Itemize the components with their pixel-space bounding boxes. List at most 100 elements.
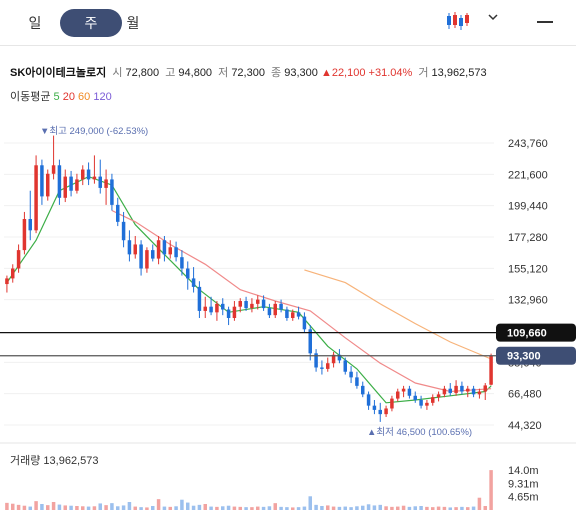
- volume-bar: [168, 506, 172, 510]
- candle-body: [81, 169, 85, 180]
- candle: [401, 385, 406, 398]
- candle-body: [116, 204, 120, 222]
- y-tick-label: 221,600: [508, 169, 548, 181]
- moving-average-legend[interactable]: 이동평균 5 20 60 120: [10, 88, 112, 104]
- volume-bar: [16, 504, 21, 510]
- volume-bar: [320, 506, 324, 510]
- candle: [92, 155, 97, 184]
- candle-body: [86, 169, 91, 180]
- volume-bar: [156, 499, 161, 510]
- candle-body: [442, 388, 447, 395]
- candle-body: [250, 303, 254, 309]
- candle: [151, 244, 155, 262]
- candle-body: [156, 240, 161, 259]
- volume-title: 거래량 13,962,573: [10, 455, 99, 467]
- candle-body: [349, 371, 353, 378]
- candle-body: [471, 388, 476, 395]
- candle: [390, 395, 394, 412]
- ma-legend-label: 이동평균: [10, 91, 51, 103]
- candle-body: [343, 360, 347, 372]
- volume-bar: [250, 507, 254, 510]
- candle-body: [174, 247, 178, 258]
- volume-bar: [203, 504, 207, 510]
- candle-body: [98, 176, 102, 188]
- volume-bar: [209, 506, 213, 510]
- volume-bar: [104, 505, 108, 510]
- candle-body: [197, 286, 202, 311]
- candle-body: [431, 397, 435, 403]
- volume-tick-label: 4.65m: [508, 492, 539, 504]
- candle: [180, 250, 184, 276]
- candle: [314, 349, 318, 372]
- volume-bar: [221, 506, 225, 510]
- volume-tick-label: 9.31m: [508, 478, 539, 490]
- candle-body: [168, 247, 172, 255]
- candle: [121, 211, 126, 248]
- candle-body: [139, 244, 143, 269]
- y-tick-label: 66,480: [508, 389, 542, 401]
- candle-body: [75, 179, 79, 191]
- candle-body: [285, 309, 289, 318]
- tab-weekly[interactable]: 주: [60, 9, 122, 37]
- volume-bar: [133, 506, 137, 510]
- candle-body: [51, 165, 56, 174]
- volume-bar: [436, 506, 441, 510]
- tab-daily[interactable]: 일: [28, 15, 42, 31]
- candle-body: [466, 388, 470, 392]
- candle: [466, 385, 470, 398]
- candle: [81, 165, 85, 186]
- volume-bar: [331, 506, 336, 510]
- close-label: 종: [271, 67, 282, 79]
- candle: [162, 235, 167, 262]
- volume-bar: [22, 505, 27, 510]
- candle: [431, 394, 435, 406]
- candle-body: [5, 278, 9, 285]
- candle-body: [302, 316, 307, 330]
- volume-bar: [63, 505, 67, 510]
- volume-bar: [46, 505, 50, 510]
- volume-value: 13,962,573: [431, 67, 487, 79]
- volume-bar: [471, 506, 476, 510]
- candle: [361, 381, 365, 398]
- candle: [320, 360, 324, 375]
- volume-bar: [326, 505, 330, 510]
- volume-bar: [226, 505, 231, 510]
- tab-monthly[interactable]: 월: [126, 15, 140, 31]
- candle: [244, 296, 248, 311]
- candle: [86, 162, 91, 186]
- candlestick-icon[interactable]: [446, 11, 470, 31]
- volume-bar: [372, 505, 377, 510]
- volume-bar: [413, 506, 417, 510]
- candle-body: [355, 377, 359, 386]
- candle: [116, 197, 120, 227]
- candle: [209, 296, 213, 316]
- volume-bar: [302, 506, 307, 510]
- volume-bar: [419, 506, 423, 510]
- volume-bar: [57, 504, 62, 510]
- volume-bar: [401, 505, 406, 510]
- candle-body: [121, 221, 126, 241]
- candle-body: [273, 303, 277, 316]
- candle-body: [232, 306, 237, 318]
- volume-bar: [116, 506, 120, 510]
- volume-tick-label: 14.0m: [508, 465, 539, 477]
- candle-body: [413, 395, 417, 401]
- candle: [436, 391, 441, 402]
- candle-body: [296, 312, 301, 317]
- candle: [384, 405, 388, 417]
- volume-bar: [390, 506, 394, 510]
- menu-icon[interactable]: [537, 21, 553, 23]
- candle: [104, 169, 108, 205]
- volume-bar: [110, 503, 114, 510]
- volume-bar: [407, 506, 412, 510]
- volume-bar: [186, 502, 190, 510]
- candle: [454, 380, 458, 396]
- volume-bar: [180, 499, 184, 510]
- candle-body: [477, 391, 482, 395]
- chevron-down-icon[interactable]: [488, 10, 498, 24]
- volume-bar: [162, 506, 167, 510]
- volume-bar: [40, 504, 44, 510]
- volume-bar: [366, 504, 371, 510]
- ma20-label: 20: [62, 91, 75, 103]
